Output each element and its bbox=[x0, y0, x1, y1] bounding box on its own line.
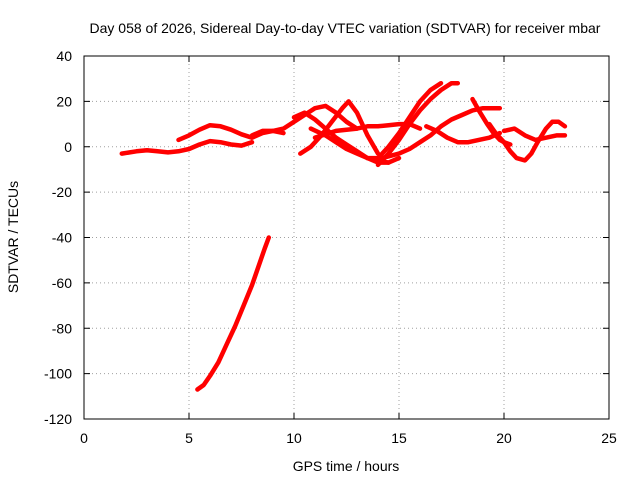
axis-ticks bbox=[83, 55, 610, 420]
y-tick-label: -60 bbox=[52, 275, 72, 291]
series-arc-12 bbox=[424, 124, 503, 145]
series-arc-1 bbox=[119, 138, 255, 156]
y-tick-label: -80 bbox=[52, 320, 72, 336]
series-arc-3 bbox=[195, 235, 272, 392]
x-tick-label: 10 bbox=[286, 430, 302, 446]
y-axis-label: SDTVAR / TECUs bbox=[5, 181, 21, 293]
y-tick-label: -40 bbox=[52, 230, 72, 246]
plot-frame bbox=[83, 55, 610, 420]
series-arc-15 bbox=[501, 126, 568, 143]
y-tick-label: 20 bbox=[56, 93, 72, 109]
x-tick-label: 25 bbox=[601, 430, 617, 446]
grid bbox=[84, 56, 609, 419]
y-tick-label: 40 bbox=[56, 48, 72, 64]
x-tick-labels: 0 5 10 15 20 25 bbox=[80, 430, 617, 446]
series-arc-14 bbox=[487, 119, 568, 163]
y-tick-label: 0 bbox=[64, 139, 72, 155]
chart-title: Day 058 of 2026, Sidereal Day-to-day VTE… bbox=[90, 20, 601, 36]
series-arc-10 bbox=[375, 80, 461, 168]
x-tick-label: 0 bbox=[80, 430, 88, 446]
y-tick-label: -20 bbox=[52, 184, 72, 200]
y-tick-label: -100 bbox=[44, 366, 72, 382]
series-arc-7 bbox=[308, 126, 402, 165]
series-arc-9 bbox=[365, 80, 444, 161]
y-tick-labels: 40 20 0 -20 -40 -60 -80 -100 -120 bbox=[44, 48, 72, 427]
x-tick-label: 20 bbox=[496, 430, 512, 446]
x-tick-label: 5 bbox=[185, 430, 193, 446]
data-series bbox=[119, 80, 568, 392]
y-tick-label: -120 bbox=[44, 411, 72, 427]
x-tick-label: 15 bbox=[391, 430, 407, 446]
x-axis-label: GPS time / hours bbox=[293, 458, 400, 474]
